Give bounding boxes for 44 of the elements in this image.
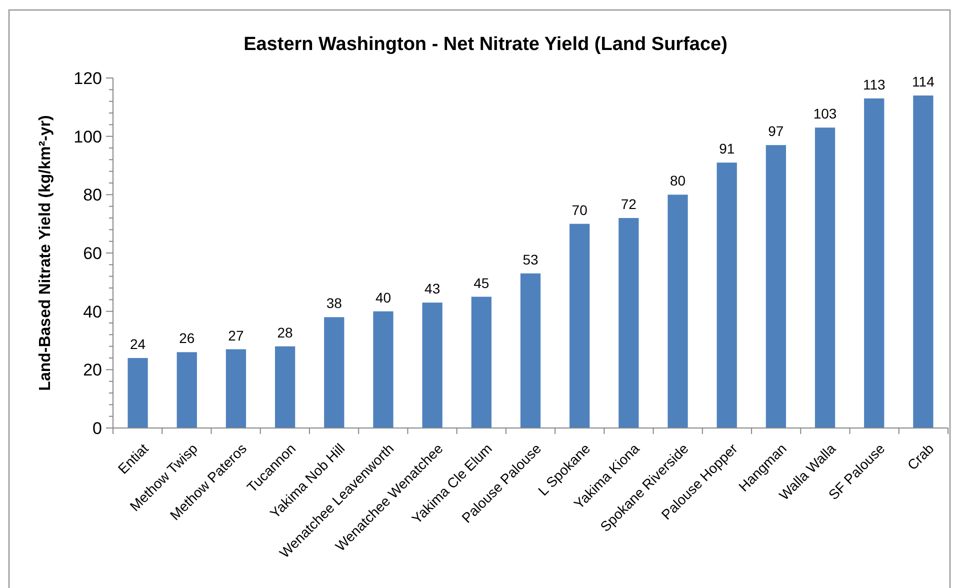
data-label: 114 [912,74,935,90]
y-tick-label: 40 [83,302,102,322]
bar [766,145,786,428]
bar [274,346,296,428]
bar [570,224,590,428]
y-tick-label: 120 [74,68,102,88]
data-label: 45 [474,274,490,291]
data-label: 53 [522,251,538,268]
y-axis-title: Land-Based Nitrate Yield (kg/km²-yr) [37,115,54,391]
y-tick-label: 80 [83,186,102,205]
bar [373,311,394,428]
data-label: 40 [375,289,392,306]
data-label: 26 [179,330,195,346]
bar [471,296,492,428]
chart-title: Eastern Washington - Net Nitrate Yield (Land Surface) [244,34,728,55]
y-tick-label: 100 [74,127,102,146]
bar [128,358,148,428]
data-label: 113 [862,76,886,92]
y-tick-label: 60 [83,244,102,263]
bar [913,96,934,428]
data-label: 91 [719,140,735,157]
bar [618,218,639,428]
data-label: 24 [130,336,146,352]
data-label: 28 [277,324,294,340]
bar [668,194,688,428]
bar [422,302,442,428]
bar [716,162,737,428]
data-label: 97 [768,123,784,140]
bar [814,128,836,428]
data-label: 43 [424,280,440,297]
bar [864,98,884,428]
data-label: 27 [228,327,244,344]
y-tick-label: 0 [92,418,102,438]
data-label: 103 [813,106,837,122]
data-label: 80 [670,172,686,189]
bar [324,317,344,428]
bar [176,352,197,428]
data-label: 70 [572,202,588,218]
x-tick-label: Crab [904,440,937,474]
bar [226,349,246,428]
bar [520,273,541,428]
data-label: 72 [620,196,637,212]
data-label: 38 [326,295,342,312]
y-tick-label: 20 [83,360,102,380]
